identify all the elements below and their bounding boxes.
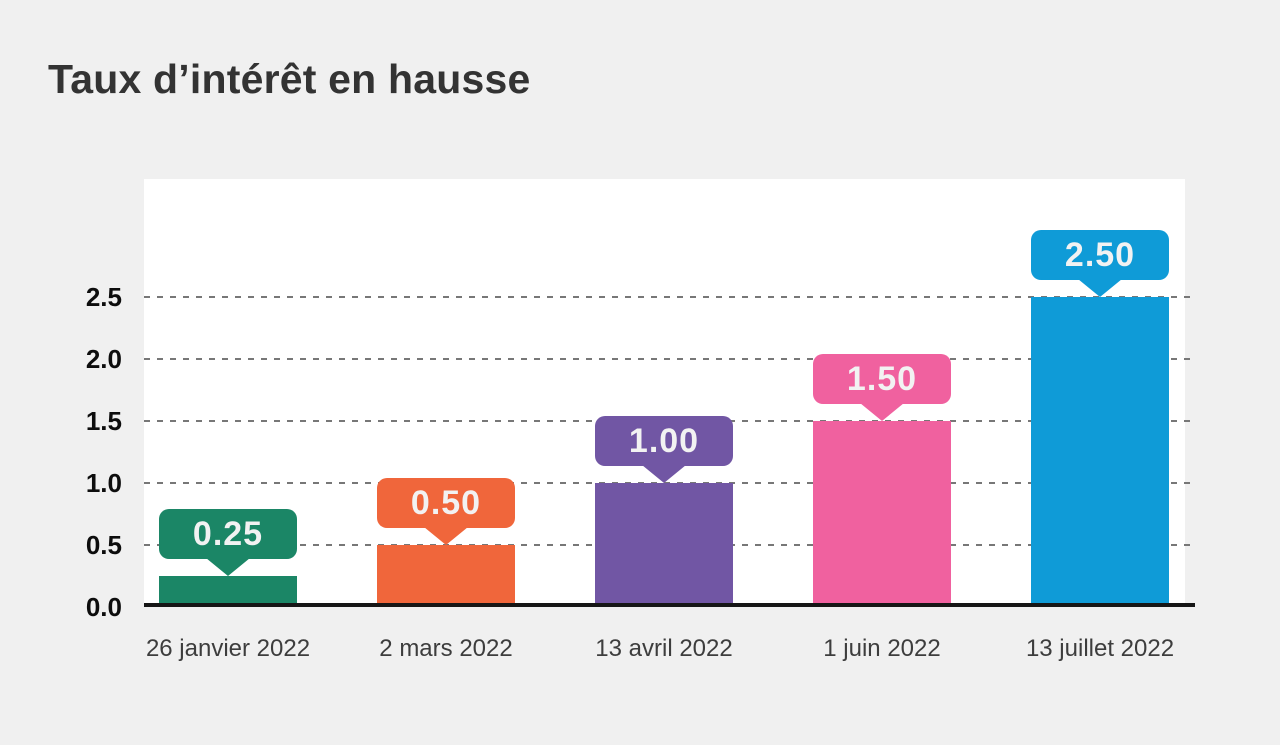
bar <box>595 483 733 607</box>
x-axis-label: 1 juin 2022 <box>823 635 941 662</box>
x-axis-labels: 26 janvier 2022 2 mars 2022 13 avril 2022 1… <box>144 634 1185 674</box>
value-bubble: 0.25 <box>159 509 297 576</box>
bubble-pointer <box>424 527 468 545</box>
y-axis-labels: 0.0 0.5 1.0 1.5 2.0 2.5 <box>0 179 122 622</box>
bar <box>1031 297 1169 607</box>
gridline <box>144 358 1191 360</box>
x-axis-label: 13 avril 2022 <box>595 635 733 662</box>
bar <box>813 421 951 607</box>
bubble-pointer <box>860 403 904 421</box>
bar <box>377 545 515 607</box>
value-bubble-label: 1.50 <box>846 360 918 398</box>
y-axis-label: 0.0 <box>85 592 122 622</box>
x-axis-line <box>144 603 1195 607</box>
x-axis-label: 26 janvier 2022 <box>145 635 311 662</box>
value-bubble: 1.00 <box>595 416 733 483</box>
value-bubble-label: 0.50 <box>410 484 482 522</box>
bubble-pointer <box>206 558 250 576</box>
value-bubble: 2.50 <box>1031 230 1169 297</box>
y-axis-label: 1.5 <box>85 406 122 436</box>
value-bubble: 1.50 <box>813 354 951 421</box>
bubble-pointer <box>1078 279 1122 297</box>
value-bubble-label: 1.00 <box>628 422 700 460</box>
value-bubble: 0.50 <box>377 478 515 545</box>
y-axis-label: 2.0 <box>85 344 122 374</box>
bar <box>159 576 297 607</box>
plot-area: 0.25 0.50 1.00 1.50 2.50 <box>144 179 1195 607</box>
x-axis-label: 2 mars 2022 <box>379 635 513 662</box>
y-axis-label: 0.5 <box>85 530 122 560</box>
value-bubble-label: 0.25 <box>192 515 264 553</box>
value-bubble-label: 2.50 <box>1064 236 1136 274</box>
x-axis-label: 13 juillet 2022 <box>1025 635 1175 662</box>
bubble-pointer <box>642 465 686 483</box>
y-axis-label: 1.0 <box>85 468 122 498</box>
chart-title: Taux d’intérêt en hausse <box>48 56 531 102</box>
gridline <box>144 296 1191 298</box>
y-axis-label: 2.5 <box>85 282 122 312</box>
